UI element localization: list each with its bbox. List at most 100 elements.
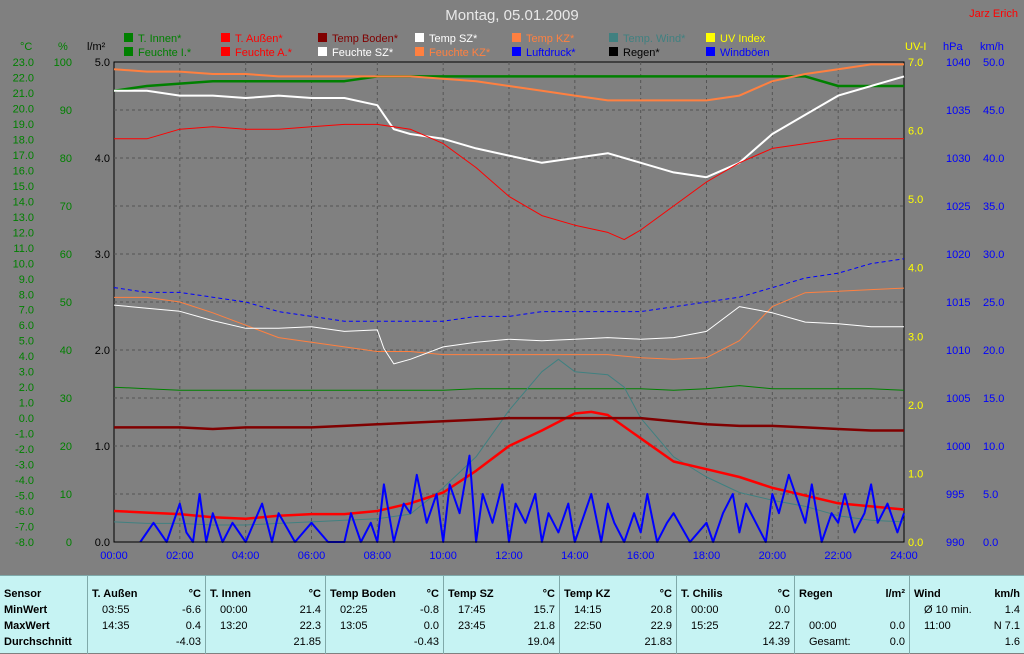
legend-swatch-10 [415,47,424,56]
temp-tick-label: -4.0 [15,475,34,487]
stat-max-value: 21.8 [533,620,555,632]
wind-tick-label: 25.0 [983,297,1004,309]
temp-axis-unit: °C [20,41,32,53]
pressure-tick-label: 1040 [946,57,970,69]
time-tick-label: 02:00 [166,550,194,562]
wind-max-time: 11:00 [924,620,951,632]
stat-min-value: 0.0 [774,604,790,616]
temp-tick-label: 2.0 [19,382,34,394]
wind-tick-label: 50.0 [983,57,1004,69]
stat-min-value: -6.6 [182,604,201,616]
stat-max-time: 14:35 [102,620,130,632]
pct-tick-label: 70 [60,201,72,213]
legend-item-1: T. Außen* [235,33,283,45]
uv-tick-label: 6.0 [908,126,923,138]
stats-table: Sensor MinWert MaxWert Durchschnitt T. A… [0,575,1024,654]
series-line-t-innen- [113,385,905,391]
temp-tick-label: 20.0 [13,103,34,115]
pressure-tick-label: 1000 [946,441,970,453]
stats-panel-t-innen: T. Innen °C 00:00 21.4 13:20 22.3 21.85 [206,576,326,654]
stat-min-value: 15.7 [533,604,555,616]
legend-item-2: Temp Boden* [332,33,399,45]
pressure-tick-label: 995 [946,489,964,501]
time-tick-label: 14:00 [561,550,589,562]
stat-title: T. Chilis [681,588,723,600]
wind-tick-label: 40.0 [983,153,1004,165]
temp-tick-label: 15.0 [13,181,34,193]
pressure-tick-label: 990 [946,537,964,549]
pct-tick-label: 50 [60,297,72,309]
series-line-feuchte-kz- [113,63,904,102]
rain-tick-label: 5.0 [95,57,110,69]
temp-tick-label: 4.0 [19,351,34,363]
stat-max-time: 22:50 [574,620,602,632]
stat-title: Temp KZ [564,588,611,600]
time-tick-label: 16:00 [627,550,655,562]
stat-title: Temp SZ [448,588,494,600]
rain-tick-label: 2.0 [95,345,110,357]
stat-avg-value: -4.03 [175,636,201,648]
stat-max-value: 0.0 [423,620,439,632]
temp-tick-label: 13.0 [13,212,34,224]
weather-chart: Montag, 05.01.2009 Jarz Erich T. Innen* T… [12,7,1018,562]
pct-axis-unit: % [58,41,68,53]
rain-tick-label: 1.0 [95,441,110,453]
sensor-header: Sensor [4,588,42,600]
pct-tick-label: 0 [66,537,72,549]
stat-max-value: 22.3 [299,620,321,632]
pressure-axis-unit: hPa [943,41,963,53]
temp-tick-label: 17.0 [13,150,34,162]
legend-swatch-8 [221,47,230,56]
series-line-temp-sz- [113,304,904,365]
rain-tick-label: 4.0 [95,153,110,165]
stat-avg-value: 14.39 [762,636,790,648]
pressure-tick-label: 1015 [946,297,970,309]
legend-item-7: Feuchte I.* [138,47,192,59]
stat-unit: °C [777,588,790,600]
legend-item-12: Regen* [623,47,660,59]
pressure-tick-label: 1030 [946,153,970,165]
stat-max-time: 15:25 [691,620,719,632]
wind-tick-label: 5.0 [983,489,998,501]
uv-tick-label: 0.0 [908,537,923,549]
legend-item-13: Windböen [720,47,770,59]
stat-min-time: 00:00 [220,604,248,616]
wind-stats-unit: km/h [994,588,1020,600]
uv-tick-label: 4.0 [908,263,923,275]
time-tick-label: 06:00 [298,550,326,562]
stat-max-value: 0.4 [185,620,201,632]
stats-panel-t-au-en: T. Außen °C 03:55 -6.6 14:35 0.4 -4.03 [88,576,206,654]
legend-swatch-3 [415,33,424,42]
avg-row-label: Durchschnitt [4,636,72,648]
legend-item-9: Feuchte SZ* [332,47,394,59]
pct-tick-label: 40 [60,345,72,357]
time-tick-label: 08:00 [364,550,392,562]
series-line-temp-wind- [113,358,905,526]
uv-tick-label: 5.0 [908,194,923,206]
temp-tick-label: 21.0 [13,88,34,100]
pct-tick-label: 60 [60,249,72,261]
temp-tick-label: 19.0 [13,119,34,131]
stat-max-time: 23:45 [458,620,486,632]
time-tick-label: 20:00 [759,550,787,562]
stat-min-time: 02:25 [340,604,368,616]
time-tick-label: 18:00 [693,550,721,562]
temp-tick-label: 0.0 [19,413,34,425]
uv-tick-label: 3.0 [908,331,923,343]
stat-unit: °C [659,588,672,600]
temp-tick-label: 8.0 [19,289,34,301]
uv-tick-label: 2.0 [908,400,923,412]
wind-tick-label: 35.0 [983,201,1004,213]
chart-axes: 23.0 22.0 21.0 20.0 19.0 18.0 17.0 16.0 15.0 14.0… [13,57,1005,562]
wind-avg-label: Ø 10 min. [924,604,972,616]
stats-panel-temp-sz: Temp SZ °C 17:45 15.7 23:45 21.8 19.04 [444,576,560,654]
series-line-feuchte-i- [113,75,904,93]
wind-tick-label: 10.0 [983,441,1004,453]
legend-swatch-12 [609,47,618,56]
stat-min-time: 00:00 [691,604,719,616]
pressure-tick-label: 1010 [946,345,970,357]
wind-tick-label: 30.0 [983,249,1004,261]
author-label: Jarz Erich [969,8,1018,20]
temp-tick-label: -7.0 [15,522,34,534]
legend-item-10: Feuchte KZ* [429,47,491,59]
